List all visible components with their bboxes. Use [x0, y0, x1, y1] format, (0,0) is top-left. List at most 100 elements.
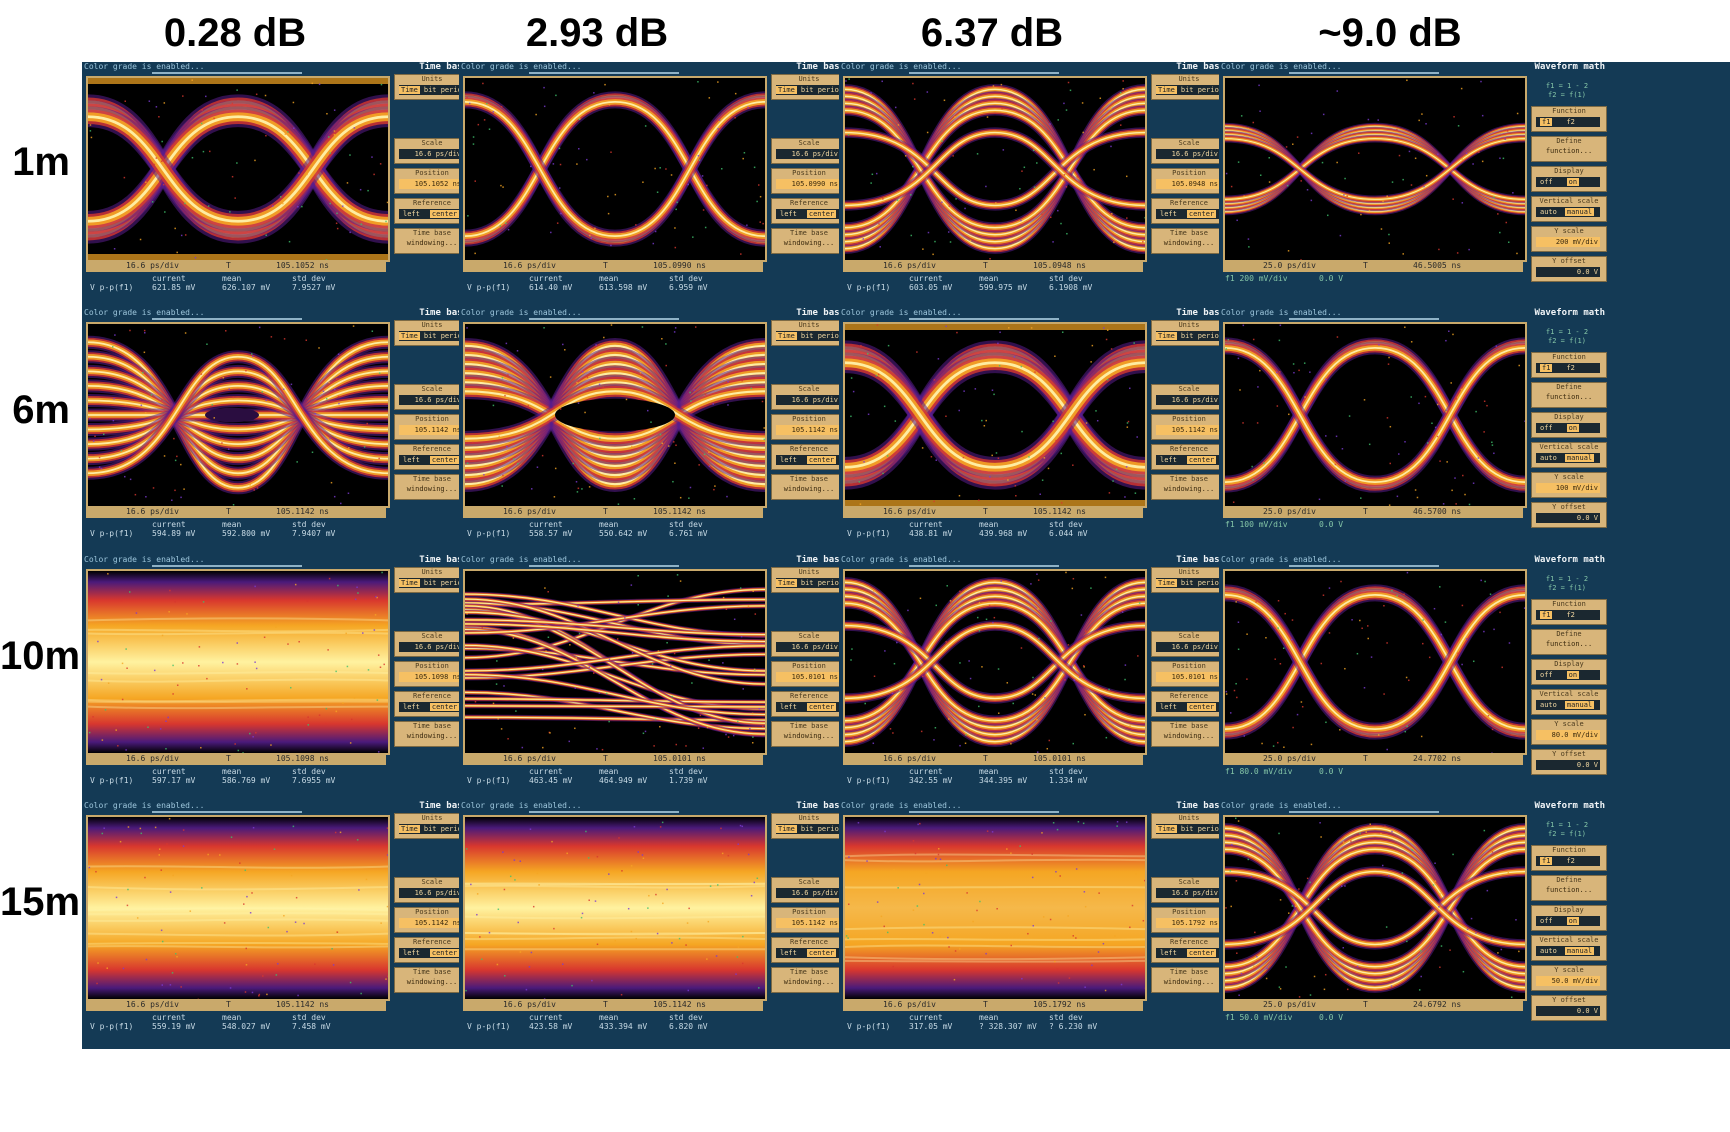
reference-selector[interactable]: Reference left center [1151, 444, 1227, 470]
timebase-windowing-button[interactable]: Time base windowing... [1151, 228, 1227, 254]
display-toggle[interactable]: Display off on [1531, 166, 1607, 192]
y-scale-value-field[interactable]: 50.0 mV/div [1536, 976, 1600, 986]
reference-selector[interactable]: Reference left center [771, 691, 847, 717]
display-toggle[interactable]: Display off on [1531, 905, 1607, 931]
scale-value-field[interactable]: 16.6 ps/div [399, 395, 463, 405]
units-bit-period-button[interactable]: bit period [800, 825, 844, 833]
scale-value-field[interactable]: 16.6 ps/div [1156, 888, 1220, 898]
scale-value-field[interactable]: 16.6 ps/div [399, 642, 463, 652]
units-selector[interactable]: Units Time bit period [394, 813, 470, 839]
units-time-button[interactable]: Time [399, 332, 420, 340]
function-f1-button[interactable]: f1 [1540, 118, 1553, 126]
units-time-button[interactable]: Time [776, 86, 797, 94]
units-time-button[interactable]: Time [776, 332, 797, 340]
units-buttons[interactable]: Time bit period [776, 824, 844, 834]
reference-left-button[interactable]: left [780, 456, 797, 464]
position-control[interactable]: Position 105.1142 ns [1151, 414, 1227, 440]
vertical-scale-buttons[interactable]: auto manual [1536, 946, 1600, 956]
vertical-scale-buttons[interactable]: auto manual [1536, 453, 1600, 463]
y-scale-value-field[interactable]: 80.0 mV/div [1536, 730, 1600, 740]
timebase-windowing-button[interactable]: Time base windowing... [394, 474, 470, 500]
y-scale-value-field[interactable]: 200 mV/div [1536, 237, 1600, 247]
position-value-field[interactable]: 105.0948 ns [1156, 179, 1220, 189]
vertical-scale-selector[interactable]: Vertical scale auto manual [1531, 196, 1607, 222]
reference-center-button[interactable]: center [806, 210, 837, 218]
y-offset-control[interactable]: Y offset 0.0 V [1531, 749, 1607, 775]
reference-left-button[interactable]: left [1160, 703, 1177, 711]
position-control[interactable]: Position 105.1142 ns [771, 414, 847, 440]
units-time-button[interactable]: Time [776, 579, 797, 587]
units-buttons[interactable]: Time bit period [399, 824, 466, 834]
timebase-windowing-button[interactable]: Time base windowing... [1151, 721, 1227, 747]
display-on-button[interactable]: on [1566, 178, 1580, 186]
y-offset-value-field[interactable]: 0.0 V [1536, 513, 1600, 523]
units-selector[interactable]: Units Time bit period [394, 320, 470, 346]
display-buttons[interactable]: off on [1536, 916, 1600, 926]
reference-center-button[interactable]: center [806, 703, 837, 711]
reference-buttons[interactable]: left center [399, 209, 463, 219]
reference-selector[interactable]: Reference left center [1151, 937, 1227, 963]
scale-control[interactable]: Scale 16.6 ps/div [771, 631, 847, 657]
units-buttons[interactable]: Time bit period [399, 578, 466, 588]
units-time-button[interactable]: Time [1156, 825, 1177, 833]
function-selector[interactable]: Function f1 f2 [1531, 845, 1607, 871]
reference-center-button[interactable]: center [806, 949, 837, 957]
function-f1-button[interactable]: f1 [1540, 857, 1553, 865]
display-off-button[interactable]: off [1540, 178, 1553, 186]
scale-control[interactable]: Scale 16.6 ps/div [394, 877, 470, 903]
y-offset-value-field[interactable]: 0.0 V [1536, 760, 1600, 770]
units-bit-period-button[interactable]: bit period [800, 332, 844, 340]
reference-left-button[interactable]: left [1160, 456, 1177, 464]
reference-left-button[interactable]: left [780, 703, 797, 711]
reference-buttons[interactable]: left center [776, 702, 840, 712]
reference-buttons[interactable]: left center [1156, 455, 1220, 465]
timebase-windowing-button[interactable]: Time base windowing... [394, 228, 470, 254]
position-value-field[interactable]: 105.0101 ns [1156, 672, 1220, 682]
display-on-button[interactable]: on [1566, 917, 1580, 925]
function-f2-button[interactable]: f2 [1566, 118, 1575, 126]
function-buttons[interactable]: f1 f2 [1536, 363, 1600, 373]
define-function-button[interactable]: Define function... [1531, 382, 1607, 408]
reference-buttons[interactable]: left center [776, 209, 840, 219]
position-control[interactable]: Position 105.0101 ns [1151, 661, 1227, 687]
scale-value-field[interactable]: 16.6 ps/div [399, 888, 463, 898]
vertical-scale-selector[interactable]: Vertical scale auto manual [1531, 442, 1607, 468]
reference-buttons[interactable]: left center [1156, 702, 1220, 712]
reference-center-button[interactable]: center [429, 949, 460, 957]
reference-buttons[interactable]: left center [1156, 948, 1220, 958]
units-selector[interactable]: Units Time bit period [394, 74, 470, 100]
y-scale-control[interactable]: Y scale 200 mV/div [1531, 226, 1607, 252]
reference-selector[interactable]: Reference left center [1151, 198, 1227, 224]
units-selector[interactable]: Units Time bit period [771, 74, 847, 100]
position-control[interactable]: Position 105.0101 ns [771, 661, 847, 687]
units-buttons[interactable]: Time bit period [776, 85, 843, 95]
reference-buttons[interactable]: left center [1156, 209, 1220, 219]
display-buttons[interactable]: off on [1536, 423, 1600, 433]
timebase-windowing-button[interactable]: Time base windowing... [771, 721, 847, 747]
y-offset-control[interactable]: Y offset 0.0 V [1531, 502, 1607, 528]
reference-left-button[interactable]: left [1160, 949, 1177, 957]
scale-control[interactable]: Scale 16.6 ps/div [1151, 138, 1227, 164]
vertical-scale-buttons[interactable]: auto manual [1536, 700, 1600, 710]
reference-buttons[interactable]: left center [399, 702, 463, 712]
function-buttons[interactable]: f1 f2 [1536, 117, 1600, 127]
scale-control[interactable]: Scale 16.6 ps/div [394, 384, 470, 410]
units-selector[interactable]: Units Time bit period [1151, 320, 1227, 346]
position-value-field[interactable]: 105.1098 ns [399, 672, 463, 682]
reference-left-button[interactable]: left [1160, 210, 1177, 218]
position-value-field[interactable]: 105.1142 ns [1156, 425, 1220, 435]
reference-selector[interactable]: Reference left center [394, 444, 470, 470]
display-buttons[interactable]: off on [1536, 670, 1600, 680]
units-selector[interactable]: Units Time bit period [1151, 74, 1227, 100]
units-bit-period-button[interactable]: bit period [423, 332, 467, 340]
units-bit-period-button[interactable]: bit period [423, 86, 467, 94]
units-time-button[interactable]: Time [1156, 332, 1177, 340]
define-function-button[interactable]: Define function... [1531, 875, 1607, 901]
units-buttons[interactable]: Time bit period [399, 85, 467, 95]
units-buttons[interactable]: Time bit period [776, 578, 843, 588]
function-selector[interactable]: Function f1 f2 [1531, 599, 1607, 625]
timebase-windowing-button[interactable]: Time base windowing... [771, 967, 847, 993]
scale-value-field[interactable]: 16.6 ps/div [776, 149, 840, 159]
display-toggle[interactable]: Display off on [1531, 412, 1607, 438]
position-control[interactable]: Position 105.1052 ns [394, 168, 470, 194]
